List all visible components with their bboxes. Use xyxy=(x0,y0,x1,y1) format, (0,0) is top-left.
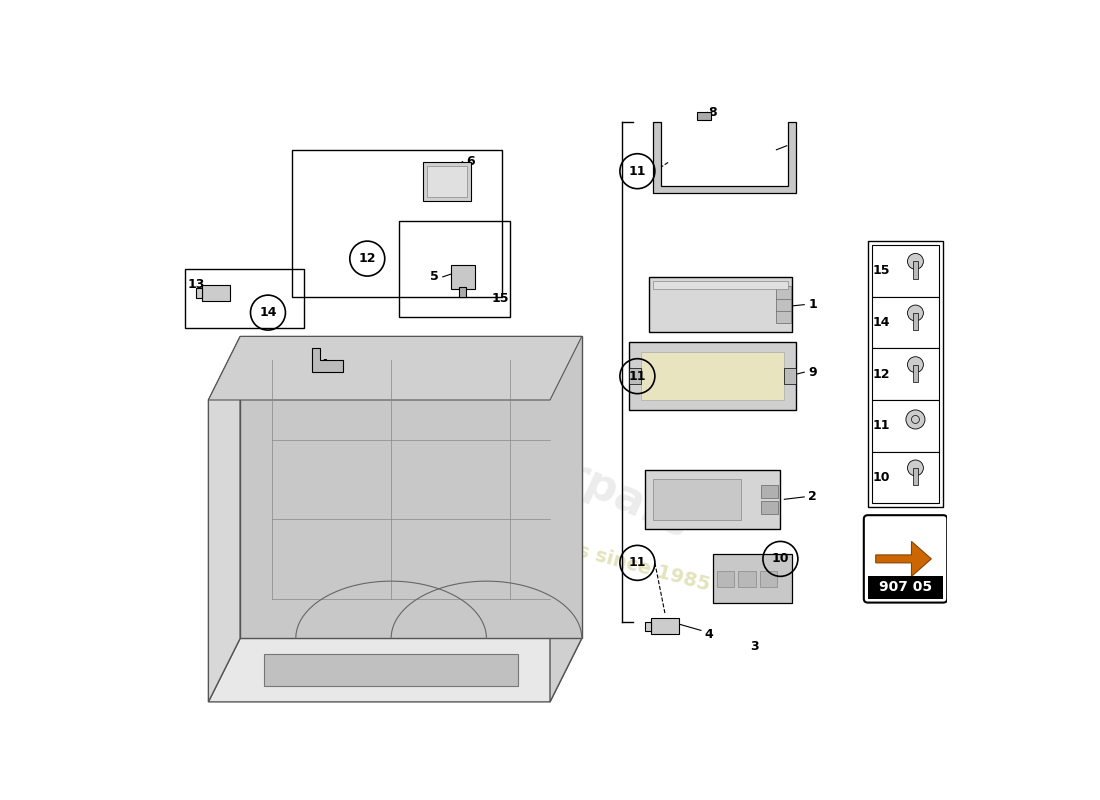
Circle shape xyxy=(906,410,925,429)
Text: 5: 5 xyxy=(430,270,439,283)
Bar xyxy=(649,277,792,333)
Bar xyxy=(202,285,230,301)
Polygon shape xyxy=(550,337,582,702)
Bar xyxy=(460,287,465,297)
Bar xyxy=(913,365,917,382)
Text: 14: 14 xyxy=(872,316,890,329)
Bar xyxy=(777,310,791,323)
Polygon shape xyxy=(311,348,343,372)
Text: 11: 11 xyxy=(628,165,646,178)
Circle shape xyxy=(908,254,923,270)
Text: 10: 10 xyxy=(771,552,789,566)
Bar xyxy=(653,281,789,289)
Bar xyxy=(777,298,791,311)
Bar xyxy=(913,313,917,330)
Text: 12: 12 xyxy=(872,368,890,381)
Bar xyxy=(872,452,939,503)
Bar xyxy=(196,288,202,298)
Text: 4: 4 xyxy=(705,628,714,641)
Polygon shape xyxy=(264,654,518,686)
Text: 6: 6 xyxy=(466,155,475,168)
Circle shape xyxy=(908,460,923,476)
Bar xyxy=(872,297,939,348)
Text: 10: 10 xyxy=(872,471,890,484)
Text: 15: 15 xyxy=(872,265,890,278)
Polygon shape xyxy=(208,337,240,702)
Bar xyxy=(451,265,474,289)
Text: a passion for parts since 1985: a passion for parts since 1985 xyxy=(387,491,713,595)
Bar xyxy=(422,162,471,202)
Text: 4: 4 xyxy=(319,358,328,370)
Bar xyxy=(784,368,796,384)
Bar xyxy=(427,166,466,198)
Circle shape xyxy=(908,357,923,373)
Bar xyxy=(868,576,944,598)
Bar xyxy=(868,241,944,507)
Text: 9: 9 xyxy=(808,366,817,378)
Text: 15: 15 xyxy=(492,292,509,305)
Polygon shape xyxy=(653,122,796,194)
Text: 13: 13 xyxy=(188,278,206,291)
Bar xyxy=(717,571,735,586)
Bar xyxy=(292,150,503,297)
Bar xyxy=(399,222,510,317)
Text: 1: 1 xyxy=(808,298,817,311)
Bar xyxy=(760,501,778,514)
Bar xyxy=(760,571,778,586)
Bar xyxy=(872,348,939,400)
Text: 3: 3 xyxy=(750,640,759,653)
Bar xyxy=(645,622,651,631)
Text: 11: 11 xyxy=(628,370,646,382)
Bar xyxy=(872,245,939,297)
Bar xyxy=(760,485,778,498)
Text: 907 05: 907 05 xyxy=(879,581,932,594)
Bar xyxy=(872,400,939,452)
Bar xyxy=(629,342,796,410)
Bar xyxy=(777,286,791,299)
Bar xyxy=(653,479,740,519)
Text: 11: 11 xyxy=(628,556,646,570)
Bar xyxy=(913,262,917,279)
Bar xyxy=(913,468,917,486)
Bar xyxy=(185,269,304,329)
Polygon shape xyxy=(240,337,582,638)
Circle shape xyxy=(908,305,923,321)
Text: 2: 2 xyxy=(808,490,817,503)
Text: 11: 11 xyxy=(872,419,890,432)
Polygon shape xyxy=(208,638,582,702)
Bar xyxy=(651,618,679,634)
Polygon shape xyxy=(208,337,582,400)
Text: eurocarpars: eurocarpars xyxy=(404,380,696,547)
Text: 7: 7 xyxy=(789,139,797,152)
Bar xyxy=(641,352,784,400)
Bar xyxy=(646,470,780,529)
Polygon shape xyxy=(876,542,932,576)
Text: 14: 14 xyxy=(260,306,277,319)
Bar xyxy=(629,368,641,384)
Bar xyxy=(738,571,756,586)
Bar xyxy=(697,113,712,120)
Text: 8: 8 xyxy=(708,106,717,119)
Bar xyxy=(713,554,792,603)
FancyBboxPatch shape xyxy=(864,515,947,602)
Text: 12: 12 xyxy=(359,252,376,265)
